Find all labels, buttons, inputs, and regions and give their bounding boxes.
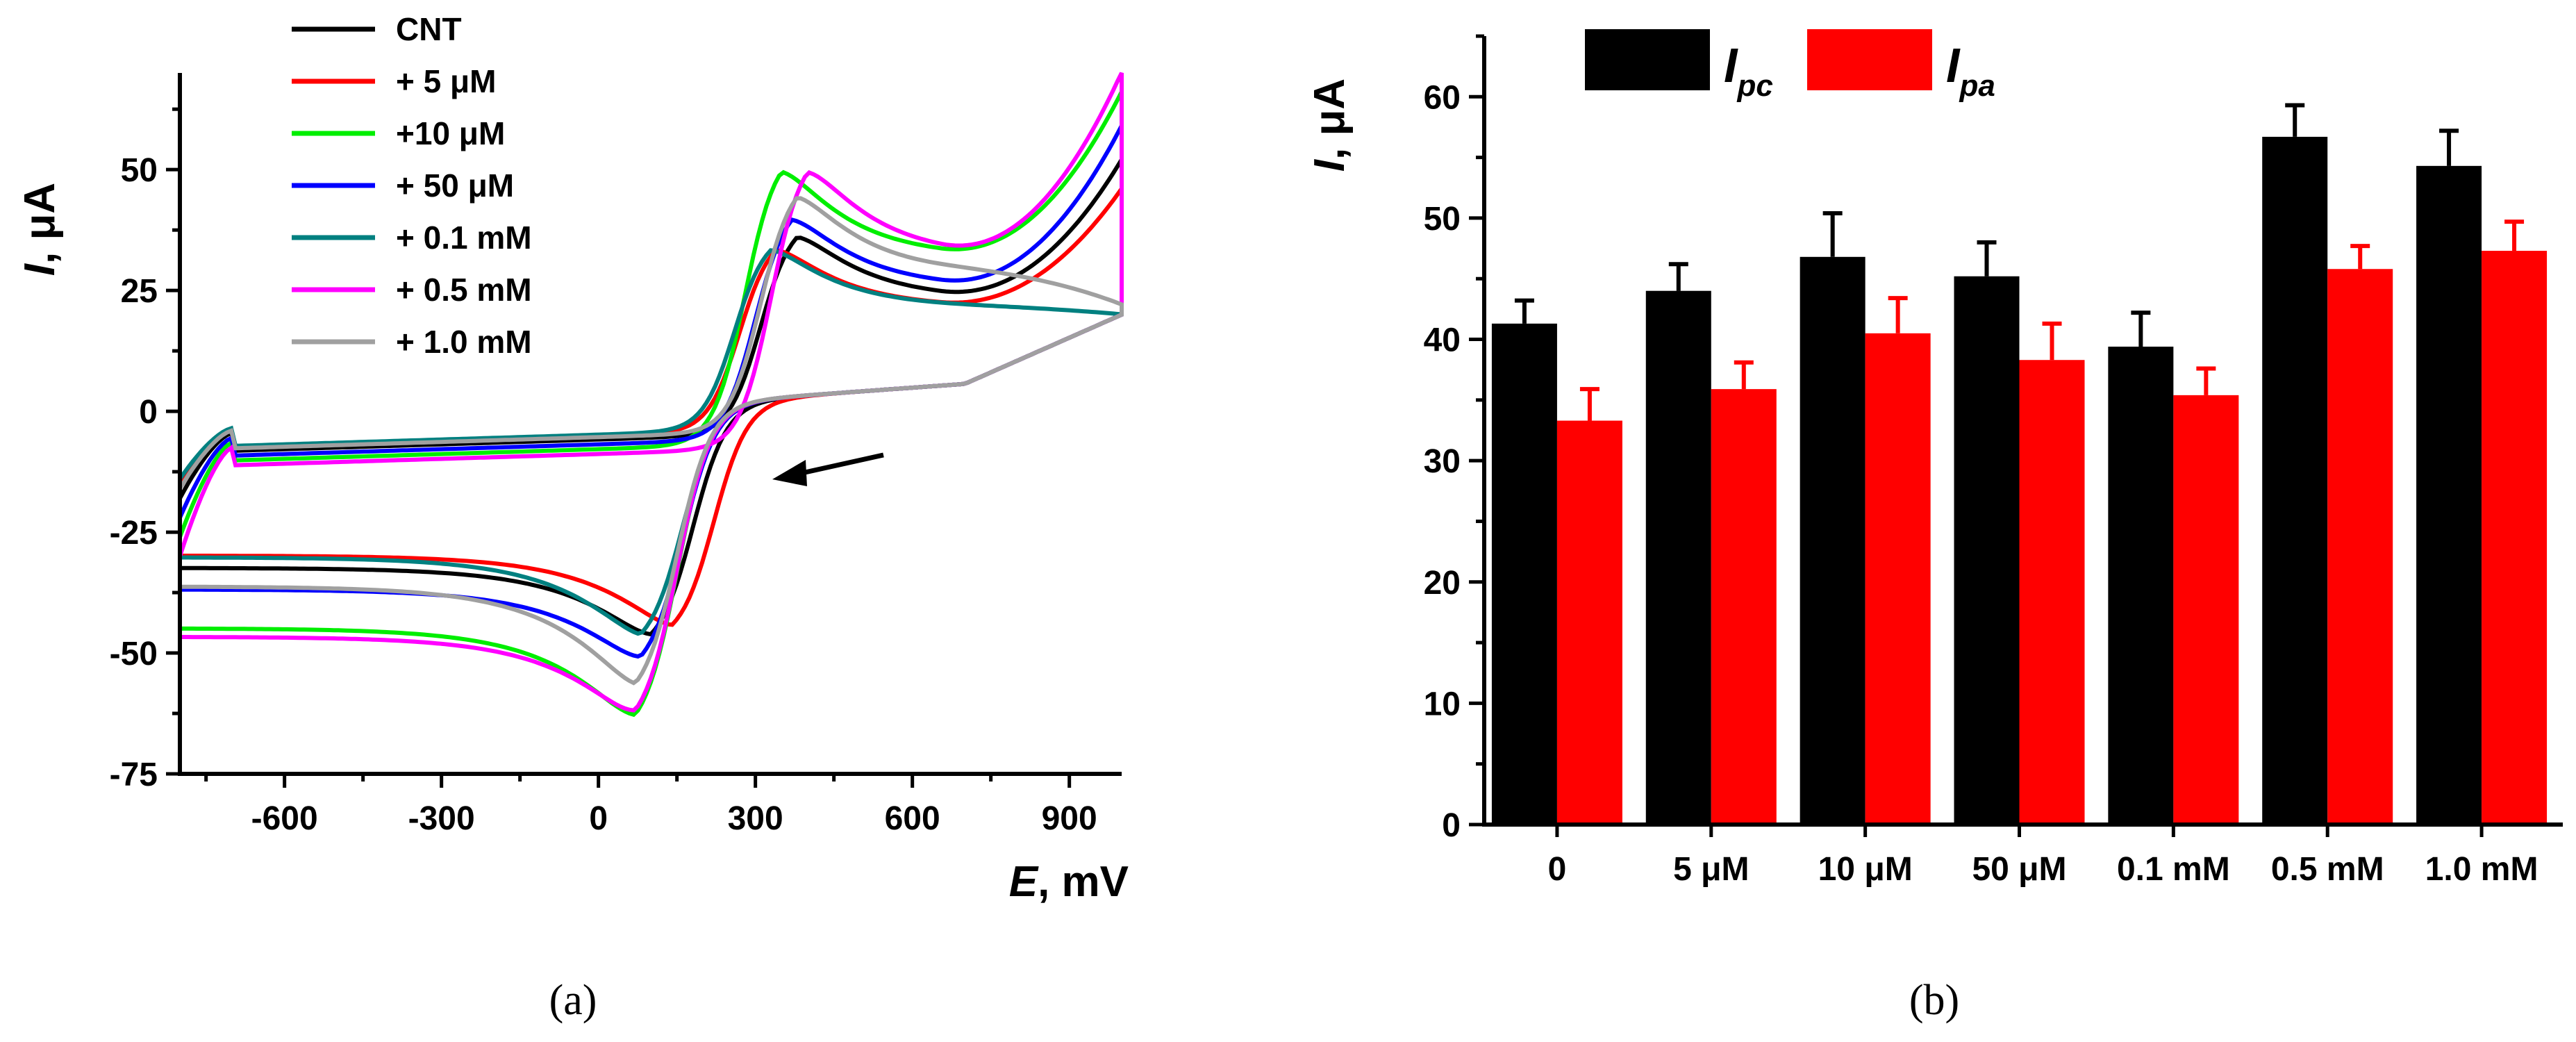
y-tick-label-b-2: 20: [1424, 565, 1461, 602]
x-tick-label-a-2: 0: [589, 800, 608, 837]
bar-pa-2: [1865, 333, 1931, 825]
legend-label-a-6: + 1.0 mM: [396, 324, 532, 360]
legend-sub-b-0: pc: [1736, 69, 1772, 103]
legend-label-a-1: + 5 μM: [396, 63, 496, 99]
y-tick-label-a-5: 50: [121, 152, 158, 189]
bar-pa-1: [1711, 389, 1777, 825]
legend-label-b-1: Ipa: [1946, 38, 1995, 103]
legend-a: CNT + 5 μM +10 μM + 50 μM + 0.1 mM + 0.5 mM + …: [292, 11, 532, 360]
bar-pc-3: [1954, 276, 2020, 825]
category-label-4: 0.1 mM: [2117, 851, 2230, 888]
bar-pc-2: [1800, 256, 1865, 825]
legend-b: Ipc Ipa: [1585, 29, 1995, 103]
bar-pa-6: [2482, 251, 2548, 825]
y-tick-label-a-4: 25: [121, 273, 158, 310]
x-axis-title-a: E, mV: [1009, 858, 1129, 906]
category-label-1: 5 μM: [1673, 851, 1749, 888]
y-tick-label-a-2: -25: [110, 515, 158, 552]
legend-label-a-2: +10 μM: [396, 115, 505, 151]
category-label-2: 10 μM: [1818, 851, 1913, 888]
bar-pc-1: [1645, 290, 1711, 825]
legend-sub-b-1: pa: [1959, 69, 1995, 103]
scan-direction-arrow: [772, 452, 884, 486]
x-tick-label-a-4: 600: [885, 800, 940, 837]
y-tick-label-b-6: 60: [1424, 79, 1461, 116]
bar-pc-0: [1491, 323, 1557, 825]
y-axis-title-b-var: I: [1306, 158, 1354, 172]
y-tick-label-b-5: 50: [1424, 201, 1461, 238]
legend-label-a-5: + 0.5 mM: [396, 272, 532, 308]
cv-curves: [178, 72, 1124, 718]
panel-a-cyclic-voltammogram: -600 -300 0 300 600 900 -75 -50 -25 0 25 50 I, μA E…: [16, 11, 1129, 1024]
legend-label-a-4: + 0.1 mM: [396, 220, 532, 256]
y-tick-label-a-3: 0: [139, 394, 158, 431]
category-label-0: 0: [1548, 851, 1567, 888]
y-tick-label-a-0: -75: [110, 756, 158, 793]
x-tick-label-a-5: 900: [1042, 800, 1097, 837]
panel-label-a: (a): [549, 977, 597, 1024]
y-axis-title-a-unit: , μA: [16, 183, 64, 264]
bar-pa-4: [2173, 395, 2239, 825]
bar-pc-5: [2262, 136, 2328, 825]
x-axis-title-a-var: E: [1009, 858, 1039, 906]
legend-label-b-0: Ipc: [1724, 38, 1773, 103]
bar-pa-0: [1556, 420, 1622, 825]
x-axis-title-a-unit: , mV: [1038, 858, 1129, 906]
y-axis-title-a: I, μA: [16, 183, 64, 276]
bar-pc-4: [2108, 347, 2174, 825]
category-label-3: 50 μM: [1972, 851, 2066, 888]
cv-curve-0: [178, 151, 1124, 637]
y-axis-title-b-unit: , μA: [1306, 78, 1354, 160]
y-axis-title-b: I, μA: [1306, 78, 1354, 172]
bar-pc-6: [2416, 165, 2482, 825]
x-tick-label-a-0: -600: [251, 800, 318, 837]
panel-b-axes: [1482, 36, 2563, 827]
panel-a-ticks: -600 -300 0 300 600 900 -75 -50 -25 0 25 50: [110, 107, 1097, 837]
x-tick-label-a-1: -300: [408, 800, 475, 837]
legend-var-b-0: I: [1724, 38, 1738, 92]
category-label-5: 0.5 mM: [2271, 851, 2384, 888]
y-tick-label-b-1: 10: [1424, 686, 1461, 722]
x-tick-label-a-3: 300: [728, 800, 783, 837]
panel-a-axes: [178, 73, 1122, 776]
panel-b-ticks: 0 10 20 30 40 50 60 0 5 μM 10 μM 50 μM 0.1 mM 0.5 mM…: [1424, 34, 2538, 888]
y-tick-label-b-3: 30: [1424, 443, 1461, 480]
legend-var-b-1: I: [1946, 38, 1961, 92]
legend-swatch-b-0: [1585, 29, 1710, 90]
legend-swatch-b-1: [1807, 29, 1932, 90]
category-label-6: 1.0 mM: [2425, 851, 2538, 888]
legend-label-a-0: CNT: [396, 11, 462, 47]
y-tick-label-a-1: -50: [110, 636, 158, 672]
cv-curve-3: [178, 124, 1124, 659]
legend-label-a-3: + 50 μM: [396, 167, 514, 204]
bar-pa-3: [2019, 360, 2085, 825]
cv-curve-6: [178, 196, 1124, 686]
y-tick-label-b-0: 0: [1442, 807, 1461, 844]
y-axis-title-a-var: I: [16, 263, 64, 276]
panel-label-b: (b): [1909, 977, 1959, 1024]
y-tick-label-b-4: 40: [1424, 322, 1461, 359]
cv-curve-5: [178, 72, 1124, 713]
panel-b-bar-chart: 0 10 20 30 40 50 60 0 5 μM 10 μM 50 μM 0.1 mM 0.5 mM…: [1306, 29, 2563, 1024]
bars: [1491, 103, 2548, 825]
bar-pa-5: [2327, 269, 2393, 825]
